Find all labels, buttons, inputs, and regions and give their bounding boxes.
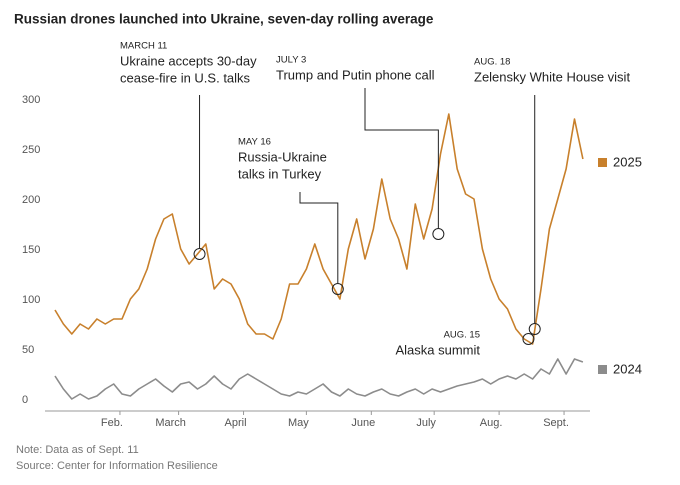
legend-label: 2025	[613, 154, 642, 169]
annotation-text: talks in Turkey	[238, 166, 322, 181]
annotation-date: AUG. 15	[444, 330, 480, 341]
y-tick-label: 100	[22, 294, 40, 306]
annotation-marker	[193, 248, 206, 260]
x-tick-label: Sept.	[543, 417, 569, 429]
annotation-text: cease-fire in U.S. talks	[120, 70, 251, 85]
y-tick-label: 0	[22, 394, 28, 406]
annotation-marker	[432, 228, 445, 240]
x-tick-label: March	[155, 417, 186, 429]
annotation-date: MARCH 11	[120, 41, 167, 52]
y-tick-label: 250	[22, 144, 40, 156]
series-line	[54, 358, 584, 400]
annotation-date: JULY 3	[276, 55, 306, 66]
y-tick-label: 150	[22, 244, 40, 256]
annotation-marker	[522, 333, 535, 345]
annotation-text: Alaska summit	[395, 342, 480, 357]
y-tick-label: 200	[22, 194, 40, 206]
x-tick-label: July	[416, 417, 436, 429]
x-tick-label: June	[351, 417, 375, 429]
annotation-text: Ukraine accepts 30-day	[120, 53, 257, 68]
annotation-marker	[528, 323, 541, 335]
legend-swatch	[598, 158, 607, 167]
annotation-text: Russia-Ukraine	[238, 149, 327, 164]
legend-label: 2024	[613, 361, 642, 376]
leader-line	[299, 192, 339, 283]
annotation-date: AUG. 18	[474, 57, 510, 68]
annotation-text: Zelensky White House visit	[474, 69, 630, 84]
legend-swatch	[598, 365, 607, 374]
series-line	[54, 113, 584, 345]
annotation-marker	[331, 283, 344, 295]
x-tick-label: Feb.	[101, 417, 123, 429]
source: Source: Center for Information Resilienc…	[16, 460, 218, 472]
leader-line	[364, 88, 439, 228]
x-tick-label: April	[225, 417, 247, 429]
note: Note: Data as of Sept. 11	[16, 444, 139, 456]
y-tick-label: 300	[22, 94, 40, 106]
annotation-text: Trump and Putin phone call	[276, 67, 435, 82]
x-tick-label: Aug.	[480, 417, 503, 429]
y-tick-label: 50	[22, 344, 34, 356]
annotation-date: MAY 16	[238, 137, 271, 148]
x-tick-label: May	[288, 417, 309, 429]
chart-title: Russian drones launched into Ukraine, se…	[14, 12, 434, 27]
